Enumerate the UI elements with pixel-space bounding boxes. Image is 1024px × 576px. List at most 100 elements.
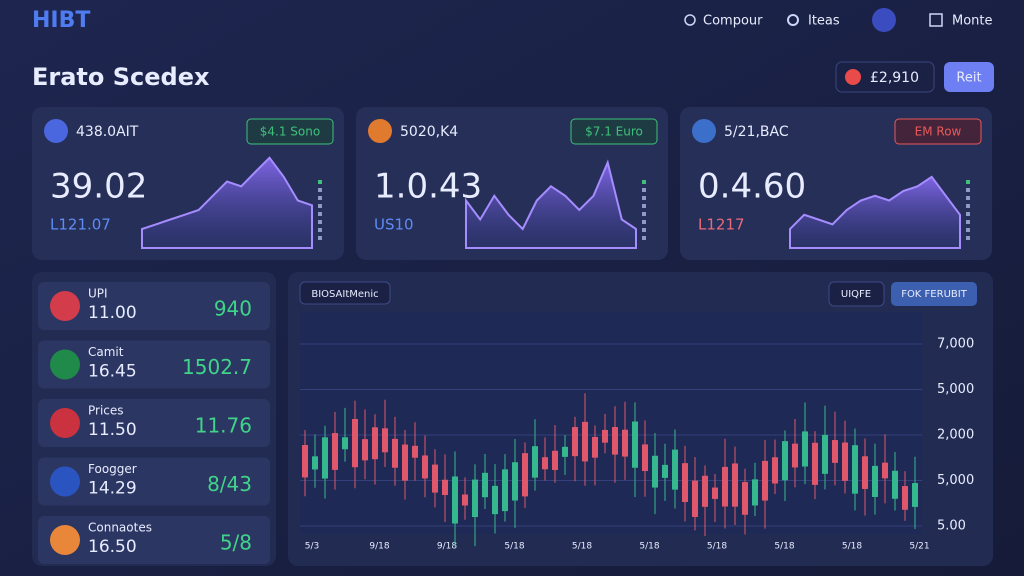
asset-icon — [50, 466, 80, 497]
candle-body — [522, 453, 528, 497]
candle-body — [392, 438, 398, 468]
x-axis-label: 5/18 — [504, 542, 524, 552]
candle-body — [352, 418, 358, 468]
scale-dot — [318, 180, 322, 184]
card-sub: L1217 — [698, 216, 745, 234]
scale-dot — [642, 228, 646, 232]
candle-body — [512, 462, 518, 501]
x-axis-label: 5/3 — [305, 542, 319, 552]
scale-dot — [966, 220, 970, 224]
candle-body — [332, 433, 338, 470]
scale-dot — [642, 180, 646, 184]
candle-body — [822, 434, 828, 474]
asset-name: Camit — [88, 345, 124, 359]
balance-pill[interactable] — [835, 61, 935, 93]
action-button[interactable] — [944, 62, 994, 92]
y-axis-label: 5,000 — [937, 473, 974, 488]
candle-body — [752, 479, 758, 506]
x-axis-label: 5/18 — [774, 542, 794, 552]
candle-body — [382, 428, 388, 453]
candle-body — [772, 457, 778, 484]
chart-button[interactable] — [891, 282, 977, 306]
asset-row[interactable] — [38, 399, 270, 447]
candle-body — [612, 427, 618, 455]
candle-body — [482, 472, 488, 498]
asset-icon — [50, 349, 80, 380]
asset-row[interactable] — [38, 282, 270, 330]
card-icon — [368, 119, 392, 143]
asset-price: 14.29 — [88, 479, 137, 499]
asset-price: 11.50 — [88, 420, 137, 440]
candle-body — [312, 456, 318, 470]
candle-body — [892, 470, 898, 499]
candle-body — [652, 455, 658, 488]
candle-body — [572, 427, 578, 457]
candle-body — [742, 482, 748, 515]
asset-change: 940 — [214, 297, 252, 321]
plot-area — [300, 312, 922, 534]
card-label: 5020,K4 — [400, 124, 458, 140]
asset-change: 5/8 — [220, 531, 252, 555]
candle-body — [882, 462, 888, 479]
scale-dot — [318, 188, 322, 192]
candle-body — [532, 446, 538, 478]
candle-body — [782, 441, 788, 481]
candle-body — [872, 465, 878, 497]
candle-body — [412, 445, 418, 458]
scale-dot — [966, 212, 970, 216]
nav-link[interactable]: Compour — [703, 14, 763, 29]
scale-dot — [642, 220, 646, 224]
card-icon — [44, 119, 68, 143]
candle-body — [842, 442, 848, 481]
asset-icon — [50, 525, 80, 555]
y-axis-label: 2,000 — [937, 428, 974, 443]
sparkline-area — [789, 175, 961, 249]
nav-link[interactable]: Iteas — [808, 14, 840, 29]
candle-body — [342, 437, 348, 450]
asset-change: 1502.7 — [182, 355, 252, 379]
chart-button-label[interactable]: UIQFE — [841, 289, 871, 300]
scale-dot — [642, 196, 646, 200]
scale-dot — [966, 180, 970, 184]
candle-body — [502, 469, 508, 512]
candle-body — [632, 421, 638, 468]
brand: HIBT — [32, 8, 90, 33]
candle-body — [492, 485, 498, 515]
card-label: 438.0AIT — [76, 124, 139, 140]
candle-body — [622, 429, 628, 457]
candle-body — [762, 460, 768, 501]
nav-icon — [929, 13, 943, 27]
candle-body — [542, 457, 548, 470]
asset-icon — [50, 291, 80, 321]
chart-button[interactable] — [828, 281, 885, 307]
action-label[interactable]: Reit — [956, 71, 981, 86]
scale-dot — [642, 212, 646, 216]
nav-link[interactable]: Monte — [952, 14, 993, 29]
scale-dot — [642, 188, 646, 192]
balance: £2,910 — [870, 70, 919, 86]
scale-dot — [966, 236, 970, 240]
chart-tag-label: BIOSAItMenic — [311, 289, 378, 300]
x-axis-label: 9/18 — [369, 542, 389, 552]
asset-row[interactable] — [38, 457, 270, 506]
candle-body — [462, 494, 468, 506]
asset-price: 16.50 — [88, 537, 137, 557]
asset-row[interactable] — [38, 516, 270, 564]
asset-name: Foogger — [88, 462, 137, 476]
candle-body — [912, 483, 918, 507]
card-badge — [246, 118, 334, 145]
card-value: 0.4.60 — [698, 167, 806, 207]
chart-button-label[interactable]: FOK FERUBIT — [901, 289, 968, 300]
card-badge-label: EM Row — [915, 125, 962, 139]
asset-row[interactable] — [38, 340, 270, 389]
asset-icon — [50, 408, 80, 438]
avatar[interactable] — [872, 8, 896, 32]
x-axis-label: 5/21 — [909, 542, 929, 552]
candle-body — [722, 466, 728, 507]
candle-body — [372, 427, 378, 460]
scale-dot — [966, 196, 970, 200]
asset-change: 11.76 — [195, 414, 252, 438]
candle-body — [582, 421, 588, 462]
chart-tag[interactable] — [299, 281, 391, 305]
nav-icon — [787, 14, 799, 26]
